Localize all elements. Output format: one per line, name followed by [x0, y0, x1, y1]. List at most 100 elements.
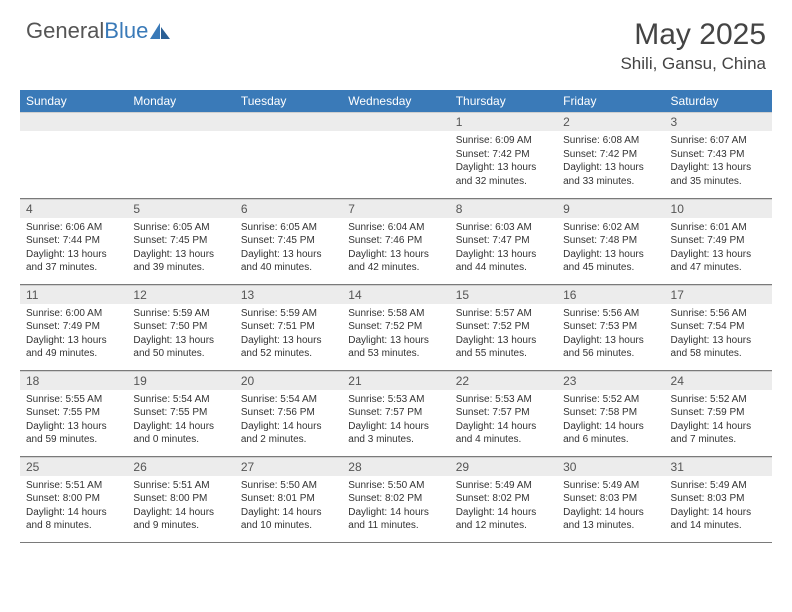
sunset-text: Sunset: 8:01 PM	[241, 492, 336, 506]
day-number: 2	[557, 112, 664, 131]
daylight-text: Daylight: 14 hours and 4 minutes.	[456, 420, 551, 447]
sunrise-text: Sunrise: 5:52 AM	[671, 393, 766, 407]
sunrise-text: Sunrise: 5:56 AM	[563, 307, 658, 321]
calendar-day-cell: 30Sunrise: 5:49 AMSunset: 8:03 PMDayligh…	[557, 456, 664, 542]
day-data: Sunrise: 5:49 AMSunset: 8:03 PMDaylight:…	[557, 476, 664, 537]
daylight-text: Daylight: 13 hours and 50 minutes.	[133, 334, 228, 361]
daylight-text: Daylight: 13 hours and 35 minutes.	[671, 161, 766, 188]
calendar-day-cell: 8Sunrise: 6:03 AMSunset: 7:47 PMDaylight…	[450, 198, 557, 284]
calendar-day-cell: 15Sunrise: 5:57 AMSunset: 7:52 PMDayligh…	[450, 284, 557, 370]
calendar-week-row: 1Sunrise: 6:09 AMSunset: 7:42 PMDaylight…	[20, 112, 772, 198]
calendar-day-cell	[235, 112, 342, 198]
calendar-day-cell: 20Sunrise: 5:54 AMSunset: 7:56 PMDayligh…	[235, 370, 342, 456]
calendar-day-cell: 26Sunrise: 5:51 AMSunset: 8:00 PMDayligh…	[127, 456, 234, 542]
day-data: Sunrise: 5:51 AMSunset: 8:00 PMDaylight:…	[20, 476, 127, 537]
day-data: Sunrise: 5:52 AMSunset: 7:59 PMDaylight:…	[665, 390, 772, 451]
sunrise-text: Sunrise: 5:55 AM	[26, 393, 121, 407]
day-number: 22	[450, 371, 557, 390]
daylight-text: Daylight: 13 hours and 37 minutes.	[26, 248, 121, 275]
calendar-day-cell: 7Sunrise: 6:04 AMSunset: 7:46 PMDaylight…	[342, 198, 449, 284]
day-number: 21	[342, 371, 449, 390]
day-number: 3	[665, 112, 772, 131]
sunrise-text: Sunrise: 5:58 AM	[348, 307, 443, 321]
calendar-day-cell: 3Sunrise: 6:07 AMSunset: 7:43 PMDaylight…	[665, 112, 772, 198]
day-number: 8	[450, 199, 557, 218]
sunrise-text: Sunrise: 5:50 AM	[241, 479, 336, 493]
day-number: 11	[20, 285, 127, 304]
day-data: Sunrise: 5:54 AMSunset: 7:55 PMDaylight:…	[127, 390, 234, 451]
sunrise-text: Sunrise: 6:03 AM	[456, 221, 551, 235]
title-block: May 2025 Shili, Gansu, China	[620, 18, 766, 74]
day-data: Sunrise: 6:07 AMSunset: 7:43 PMDaylight:…	[665, 131, 772, 192]
sunset-text: Sunset: 7:47 PM	[456, 234, 551, 248]
sunrise-text: Sunrise: 6:07 AM	[671, 134, 766, 148]
sunrise-text: Sunrise: 6:06 AM	[26, 221, 121, 235]
sunrise-text: Sunrise: 5:59 AM	[241, 307, 336, 321]
sunrise-text: Sunrise: 6:05 AM	[133, 221, 228, 235]
calendar-day-cell: 28Sunrise: 5:50 AMSunset: 8:02 PMDayligh…	[342, 456, 449, 542]
calendar-day-cell	[127, 112, 234, 198]
day-data: Sunrise: 6:08 AMSunset: 7:42 PMDaylight:…	[557, 131, 664, 192]
calendar-day-cell: 23Sunrise: 5:52 AMSunset: 7:58 PMDayligh…	[557, 370, 664, 456]
weekday-header: Monday	[127, 90, 234, 112]
daylight-text: Daylight: 14 hours and 0 minutes.	[133, 420, 228, 447]
day-number: 4	[20, 199, 127, 218]
day-number	[20, 112, 127, 131]
sunrise-text: Sunrise: 5:51 AM	[26, 479, 121, 493]
sunset-text: Sunset: 7:55 PM	[133, 406, 228, 420]
day-data: Sunrise: 5:55 AMSunset: 7:55 PMDaylight:…	[20, 390, 127, 451]
sunrise-text: Sunrise: 5:50 AM	[348, 479, 443, 493]
weekday-header: Wednesday	[342, 90, 449, 112]
day-data: Sunrise: 5:50 AMSunset: 8:01 PMDaylight:…	[235, 476, 342, 537]
day-number: 10	[665, 199, 772, 218]
calendar-day-cell: 11Sunrise: 6:00 AMSunset: 7:49 PMDayligh…	[20, 284, 127, 370]
sunset-text: Sunset: 7:43 PM	[671, 148, 766, 162]
calendar-day-cell: 25Sunrise: 5:51 AMSunset: 8:00 PMDayligh…	[20, 456, 127, 542]
daylight-text: Daylight: 13 hours and 42 minutes.	[348, 248, 443, 275]
sunrise-text: Sunrise: 5:59 AM	[133, 307, 228, 321]
sunrise-text: Sunrise: 5:54 AM	[133, 393, 228, 407]
daylight-text: Daylight: 13 hours and 40 minutes.	[241, 248, 336, 275]
day-data: Sunrise: 5:53 AMSunset: 7:57 PMDaylight:…	[342, 390, 449, 451]
sunset-text: Sunset: 8:00 PM	[133, 492, 228, 506]
day-number: 30	[557, 457, 664, 476]
sunrise-text: Sunrise: 5:57 AM	[456, 307, 551, 321]
day-data: Sunrise: 6:09 AMSunset: 7:42 PMDaylight:…	[450, 131, 557, 192]
brand-blue: Blue	[104, 18, 148, 43]
day-number: 27	[235, 457, 342, 476]
sunrise-text: Sunrise: 5:49 AM	[456, 479, 551, 493]
day-data: Sunrise: 5:56 AMSunset: 7:54 PMDaylight:…	[665, 304, 772, 365]
calendar-day-cell: 1Sunrise: 6:09 AMSunset: 7:42 PMDaylight…	[450, 112, 557, 198]
sunset-text: Sunset: 8:03 PM	[563, 492, 658, 506]
daylight-text: Daylight: 13 hours and 47 minutes.	[671, 248, 766, 275]
sunrise-text: Sunrise: 6:01 AM	[671, 221, 766, 235]
sunset-text: Sunset: 7:53 PM	[563, 320, 658, 334]
calendar-day-cell: 13Sunrise: 5:59 AMSunset: 7:51 PMDayligh…	[235, 284, 342, 370]
daylight-text: Daylight: 14 hours and 12 minutes.	[456, 506, 551, 533]
daylight-text: Daylight: 13 hours and 49 minutes.	[26, 334, 121, 361]
daylight-text: Daylight: 14 hours and 14 minutes.	[671, 506, 766, 533]
day-data: Sunrise: 5:56 AMSunset: 7:53 PMDaylight:…	[557, 304, 664, 365]
sunrise-text: Sunrise: 5:49 AM	[563, 479, 658, 493]
day-number: 24	[665, 371, 772, 390]
weekday-header: Thursday	[450, 90, 557, 112]
daylight-text: Daylight: 14 hours and 10 minutes.	[241, 506, 336, 533]
sunset-text: Sunset: 7:42 PM	[563, 148, 658, 162]
day-number: 26	[127, 457, 234, 476]
calendar-day-cell: 18Sunrise: 5:55 AMSunset: 7:55 PMDayligh…	[20, 370, 127, 456]
sunset-text: Sunset: 8:02 PM	[348, 492, 443, 506]
sunset-text: Sunset: 7:45 PM	[241, 234, 336, 248]
day-data: Sunrise: 5:53 AMSunset: 7:57 PMDaylight:…	[450, 390, 557, 451]
daylight-text: Daylight: 13 hours and 56 minutes.	[563, 334, 658, 361]
calendar-day-cell: 29Sunrise: 5:49 AMSunset: 8:02 PMDayligh…	[450, 456, 557, 542]
day-data: Sunrise: 6:00 AMSunset: 7:49 PMDaylight:…	[20, 304, 127, 365]
day-data: Sunrise: 5:58 AMSunset: 7:52 PMDaylight:…	[342, 304, 449, 365]
brand-logo: GeneralBlue	[26, 18, 170, 44]
sunrise-text: Sunrise: 5:51 AM	[133, 479, 228, 493]
day-number	[235, 112, 342, 131]
daylight-text: Daylight: 14 hours and 3 minutes.	[348, 420, 443, 447]
sunrise-text: Sunrise: 5:49 AM	[671, 479, 766, 493]
calendar-table: SundayMondayTuesdayWednesdayThursdayFrid…	[20, 90, 772, 543]
daylight-text: Daylight: 14 hours and 2 minutes.	[241, 420, 336, 447]
sunset-text: Sunset: 7:54 PM	[671, 320, 766, 334]
